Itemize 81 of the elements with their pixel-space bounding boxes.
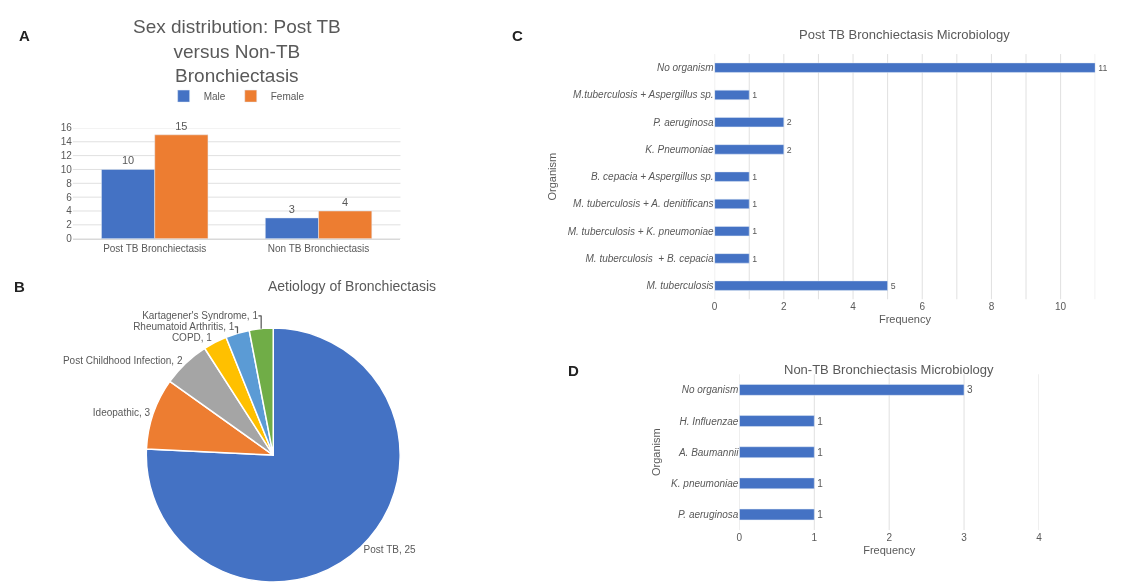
y-tick-label: B. cepacia + Aspergillus sp. — [590, 171, 714, 183]
y-tick-label: M. tuberculosis + A. denitificans — [573, 198, 714, 210]
y-tick-label: 10 — [60, 163, 73, 175]
data-label: 3 — [967, 384, 974, 396]
data-label: 1 — [752, 199, 758, 210]
y-tick-label: M. tuberculosis + K. pneumoniae — [567, 225, 715, 237]
data-label: 2 — [786, 144, 792, 155]
bar — [714, 62, 1096, 73]
slice-label: Post TB, 25 — [363, 544, 417, 556]
chart-title: Post TB Bronchiectasis Microbiology — [799, 27, 1011, 42]
y-tick-label: 4 — [66, 205, 73, 217]
y-tick-label: No organism — [656, 62, 714, 74]
data-label: 1 — [752, 171, 758, 182]
bar — [714, 171, 750, 182]
x-tick-label: 2 — [781, 301, 788, 313]
y-axis-title: Organism — [546, 152, 559, 201]
y-axis-title: Organism — [649, 428, 662, 477]
y-tick-label: 0 — [66, 233, 73, 245]
data-label: 15 — [175, 119, 188, 132]
y-tick-label: M.tuberculosis + Aspergillus sp. — [573, 89, 714, 101]
data-label: 1 — [817, 446, 824, 458]
data-label: 11 — [1098, 62, 1108, 73]
x-tick-label: 4 — [1036, 532, 1043, 544]
bar — [714, 89, 750, 100]
y-tick-label: 16 — [60, 122, 73, 134]
x-tick-label: 3 — [961, 532, 968, 544]
y-tick-label: 8 — [66, 177, 73, 189]
data-label: 1 — [817, 415, 824, 427]
data-label: 2 — [786, 117, 792, 128]
x-tick-label: 8 — [988, 301, 995, 313]
bar — [714, 226, 750, 237]
data-label: 4 — [342, 195, 349, 208]
bar — [714, 117, 785, 128]
data-label: 1 — [752, 226, 758, 237]
slice-label: Ideopathic, 3 — [92, 407, 151, 419]
slice-label: Kartagener's Syndrome, 1 — [142, 310, 259, 322]
y-tick-label: K. pneumoniae — [671, 477, 739, 489]
legend-label: Male — [203, 90, 226, 102]
bar — [714, 280, 888, 291]
y-tick-label: P. aeruginosa — [677, 508, 739, 520]
x-axis-title: Frequency — [878, 313, 932, 326]
data-label: 5 — [890, 280, 896, 291]
data-label: 1 — [817, 477, 824, 489]
text: B — [14, 278, 25, 295]
bar — [714, 198, 750, 209]
x-tick-label: 10 — [1055, 301, 1067, 313]
data-label: 1 — [752, 90, 758, 101]
text: A — [19, 27, 30, 44]
x-tick-label: 2 — [886, 532, 893, 544]
x-axis-title: Frequency — [863, 544, 916, 557]
y-tick-label: K. Pneumoniae — [645, 143, 715, 155]
x-tick-label: Post TB Bronchiectasis — [103, 242, 207, 254]
data-label: 1 — [817, 509, 824, 521]
data-label: 10 — [121, 154, 135, 167]
chart-title: Aetiology of Bronchiectasis — [268, 278, 437, 294]
y-tick-label: P. aeruginosa — [653, 116, 715, 128]
y-tick-label: H. Influenzae — [679, 415, 739, 427]
y-tick-label: M. tuberculosis + B. cepacia — [585, 252, 715, 264]
slice-label: Rheumatoid Arthritis, 1 — [133, 321, 235, 333]
y-tick-label: 6 — [66, 191, 73, 203]
x-tick-label: 1 — [811, 532, 818, 544]
chart-title: Non-TB Bronchiectasis Microbiology — [784, 362, 995, 377]
x-tick-label: 4 — [850, 301, 857, 313]
bar — [714, 144, 785, 155]
x-tick-label: Non TB Bronchiectasis — [267, 242, 370, 254]
y-tick-label: 14 — [60, 136, 73, 148]
bar — [714, 253, 750, 264]
x-tick-label: 6 — [919, 301, 926, 313]
data-label: 1 — [752, 253, 758, 264]
text: D — [568, 362, 579, 379]
y-tick-label: A. Baumannii — [677, 446, 740, 458]
legend-label: Female — [270, 90, 305, 102]
y-tick-label: 12 — [60, 150, 73, 162]
slice-label: Post Childhood Infection, 2 — [62, 354, 183, 366]
y-tick-label: M. tuberculosis — [646, 280, 714, 292]
data-label: 3 — [288, 202, 295, 215]
y-tick-label: No organism — [681, 384, 739, 396]
text: C — [512, 27, 523, 44]
y-tick-label: 2 — [66, 219, 73, 231]
slice-label: COPD, 1 — [171, 332, 213, 344]
chart-title: Sex distribution: Post TB versus Non-TB Bronchiectasis — [133, 16, 341, 87]
